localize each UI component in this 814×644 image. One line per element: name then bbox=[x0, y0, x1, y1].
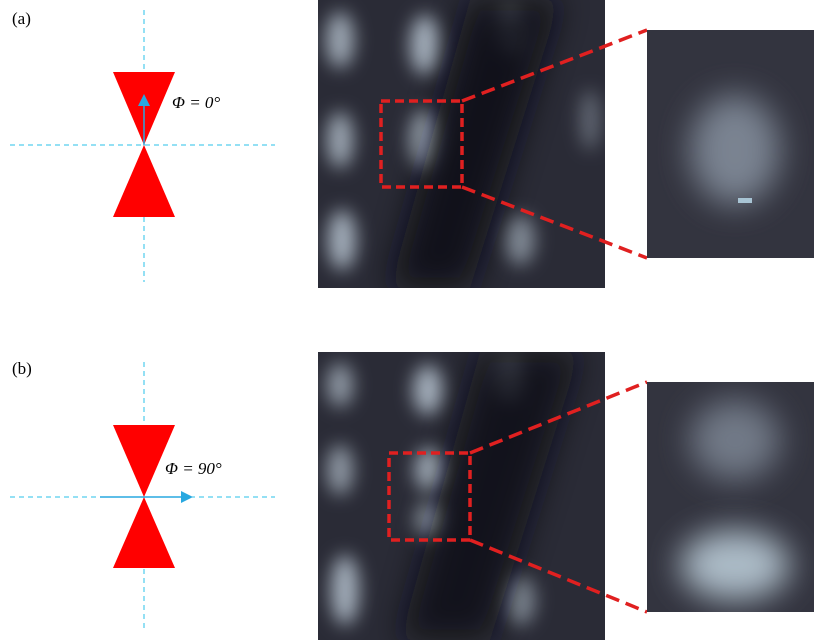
image bbox=[318, 0, 605, 288]
image bbox=[318, 352, 605, 640]
figure: (a) Φ = 0° bbox=[0, 0, 814, 644]
angle-label: Φ = 0° bbox=[172, 93, 220, 112]
bowtie bbox=[113, 497, 175, 568]
panel-b: (b) Φ = 90° bbox=[10, 352, 814, 640]
zoom-image bbox=[647, 382, 814, 612]
panel-label: (b) bbox=[12, 359, 32, 378]
zoom-image bbox=[647, 30, 814, 258]
angle-label: Φ = 90° bbox=[165, 459, 222, 478]
bowtie bbox=[113, 145, 175, 217]
panel-a: (a) Φ = 0° bbox=[10, 0, 814, 288]
panel-label: (a) bbox=[12, 9, 31, 28]
